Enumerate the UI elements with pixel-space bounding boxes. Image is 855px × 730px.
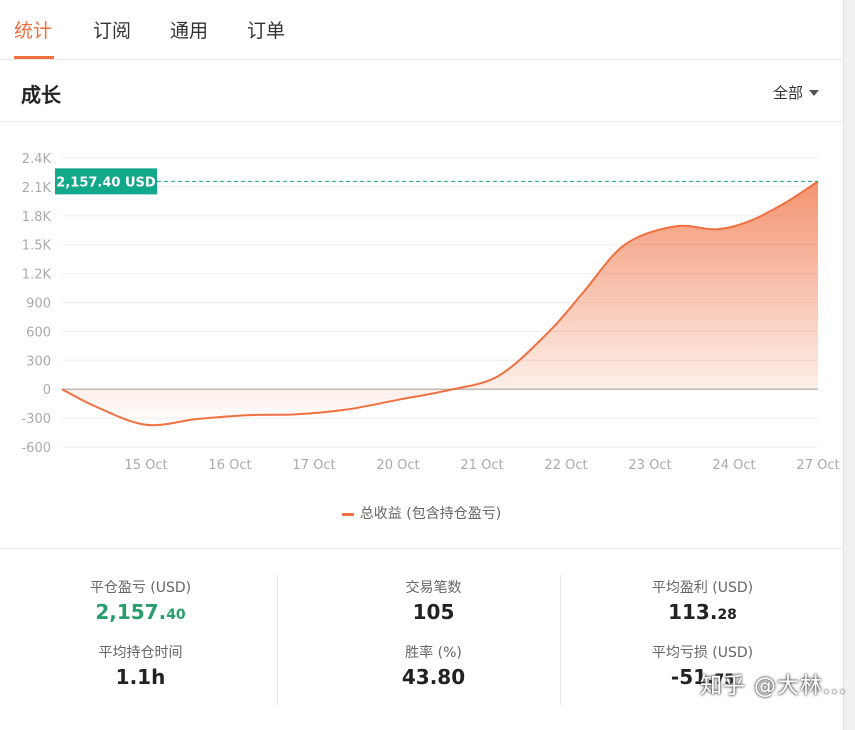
stat-value-avg-hold-time: 1.1h	[115, 665, 166, 689]
stat-value-win-rate: 43.80	[401, 665, 466, 689]
stat-divider	[277, 575, 278, 705]
y-tick-label: -300	[21, 412, 51, 427]
y-tick-label: 2.1K	[22, 181, 52, 196]
chart-legend: 总收益 (包含持仓盈亏)	[0, 503, 843, 523]
x-tick-label: 16 Oct	[208, 458, 251, 473]
legend-label: 总收益 (包含持仓盈亏)	[359, 506, 502, 522]
growth-section-header: 成长 全部	[0, 60, 843, 122]
y-tick-label: -600	[21, 441, 51, 456]
stat-label-closed-pnl: 平仓盈亏 (USD)	[89, 580, 192, 596]
y-tick-label: 1.2K	[22, 268, 52, 283]
stat-label-avg-profit: 平均盈利 (USD)	[651, 580, 754, 596]
stat-value-avg-profit: 113.28	[668, 600, 737, 624]
y-tick-label: 0	[43, 383, 51, 398]
period-filter-dropdown[interactable]: 全部	[773, 82, 819, 103]
x-tick-label: 20 Oct	[376, 458, 419, 473]
vertical-scrollbar[interactable]	[843, 0, 855, 730]
stats-column-3: 平均盈利 (USD) 113.28 平均亏损 (USD) -51.75	[562, 549, 843, 730]
stat-label-avg-loss: 平均亏损 (USD)	[651, 645, 754, 661]
tab-orders[interactable]: 订单	[247, 20, 286, 42]
x-tick-label: 24 Oct	[712, 458, 755, 473]
stat-label-avg-hold-time: 平均持仓时间	[98, 645, 183, 661]
y-tick-label: 1.8K	[22, 210, 52, 225]
caret-down-icon	[809, 89, 819, 96]
y-tick-label: 2.4K	[22, 152, 52, 167]
section-title: 成长	[21, 83, 61, 107]
y-tick-label: 600	[26, 325, 51, 340]
top-tab-bar: 统计 订阅 通用 订单	[0, 0, 843, 60]
y-tick-label: 900	[26, 297, 51, 312]
last-value-callout	[55, 168, 157, 195]
stat-value-avg-loss: -51.75	[670, 665, 735, 689]
series-line	[61, 180, 819, 427]
stat-divider	[560, 575, 561, 705]
stat-label-win-rate: 胜率 (%)	[405, 645, 462, 661]
x-tick-label: 23 Oct	[628, 458, 671, 473]
x-tick-label: 17 Oct	[292, 458, 335, 473]
tab-statistics[interactable]: 统计	[14, 20, 53, 42]
legend-swatch	[341, 512, 354, 516]
tab-subscriptions[interactable]: 订阅	[93, 20, 132, 42]
tab-general[interactable]: 通用	[170, 20, 209, 42]
last-value-label: 2,157.40 USD	[56, 175, 156, 190]
y-tick-label: 1.5K	[22, 239, 52, 254]
y-tick-label: 300	[26, 354, 51, 369]
watermark: 知乎 @大林...	[700, 674, 847, 699]
stat-label-trade-count: 交易笔数	[405, 580, 462, 596]
x-tick-label: 27 Oct	[796, 458, 839, 473]
period-filter-label: 全部	[772, 84, 803, 102]
stats-column-2: 交易笔数 105 胜率 (%) 43.80	[293, 549, 574, 730]
stat-value-closed-pnl: 2,157.40	[95, 600, 186, 624]
x-tick-label: 21 Oct	[460, 458, 503, 473]
growth-chart: 2.4K 2.1K 1.8K 1.5K 1.2K 900 600 300 0 -300 -600 15…	[21, 152, 839, 473]
stats-column-1: 平仓盈亏 (USD) 2,157.40 平均持仓时间 1.1h	[0, 549, 281, 730]
stat-value-trade-count: 105	[412, 600, 455, 624]
x-tick-label: 22 Oct	[544, 458, 587, 473]
stats-panel: 平仓盈亏 (USD) 2,157.40 平均持仓时间 1.1h 交易笔数 105…	[0, 548, 843, 730]
x-tick-label: 15 Oct	[124, 458, 167, 473]
active-tab-indicator	[14, 56, 54, 59]
